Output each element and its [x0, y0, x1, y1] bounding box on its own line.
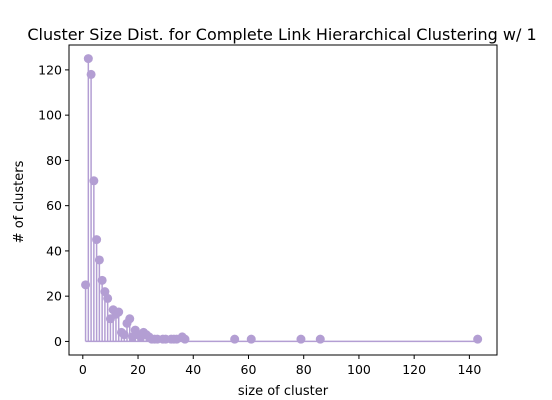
y-axis: 0 20 40 60 80 100 120 [38, 62, 69, 349]
x-axis-title: size of cluster [238, 384, 329, 399]
x-tick-label: 60 [241, 362, 257, 377]
stem-marker [83, 54, 93, 64]
plot-frame [68, 44, 498, 356]
stem-marker [473, 334, 483, 344]
y-tick-label: 80 [46, 153, 62, 168]
stem-marker [296, 334, 306, 344]
stem-marker [89, 176, 99, 186]
x-tick-label: 20 [130, 362, 146, 377]
y-tick-label: 0 [54, 334, 62, 349]
stem-marker [230, 334, 240, 344]
x-tick-label: 100 [347, 362, 371, 377]
y-tick-label: 40 [46, 243, 62, 258]
y-axis-title: # of clusters [12, 160, 27, 243]
stem-marker [125, 314, 135, 324]
stem-marker [97, 275, 107, 285]
y-tick-label: 60 [46, 198, 62, 213]
x-tick-label: 120 [402, 362, 426, 377]
stem-marker [180, 334, 190, 344]
stem-marker [114, 307, 124, 317]
x-tick-label: 0 [79, 362, 87, 377]
y-tick-label: 100 [38, 108, 62, 123]
x-tick-label: 80 [296, 362, 312, 377]
x-tick-label: 40 [185, 362, 201, 377]
stem-marker [100, 287, 110, 297]
stem-marker [86, 69, 96, 79]
stem-marker [94, 255, 104, 265]
stem-marker [246, 334, 256, 344]
x-axis: 0 20 40 60 80 100 120 140 [79, 355, 481, 377]
y-tick-label: 20 [46, 289, 62, 304]
stem-marker [103, 293, 113, 303]
chart-title: Cluster Size Dist. for Complete Link Hie… [27, 25, 536, 44]
y-tick-label: 120 [38, 62, 62, 77]
x-tick-label: 140 [457, 362, 481, 377]
stem-marker [315, 334, 325, 344]
stem-marker [119, 330, 129, 340]
stem-marker [81, 280, 91, 290]
plot-area [81, 54, 483, 344]
stem-marker [92, 235, 102, 245]
